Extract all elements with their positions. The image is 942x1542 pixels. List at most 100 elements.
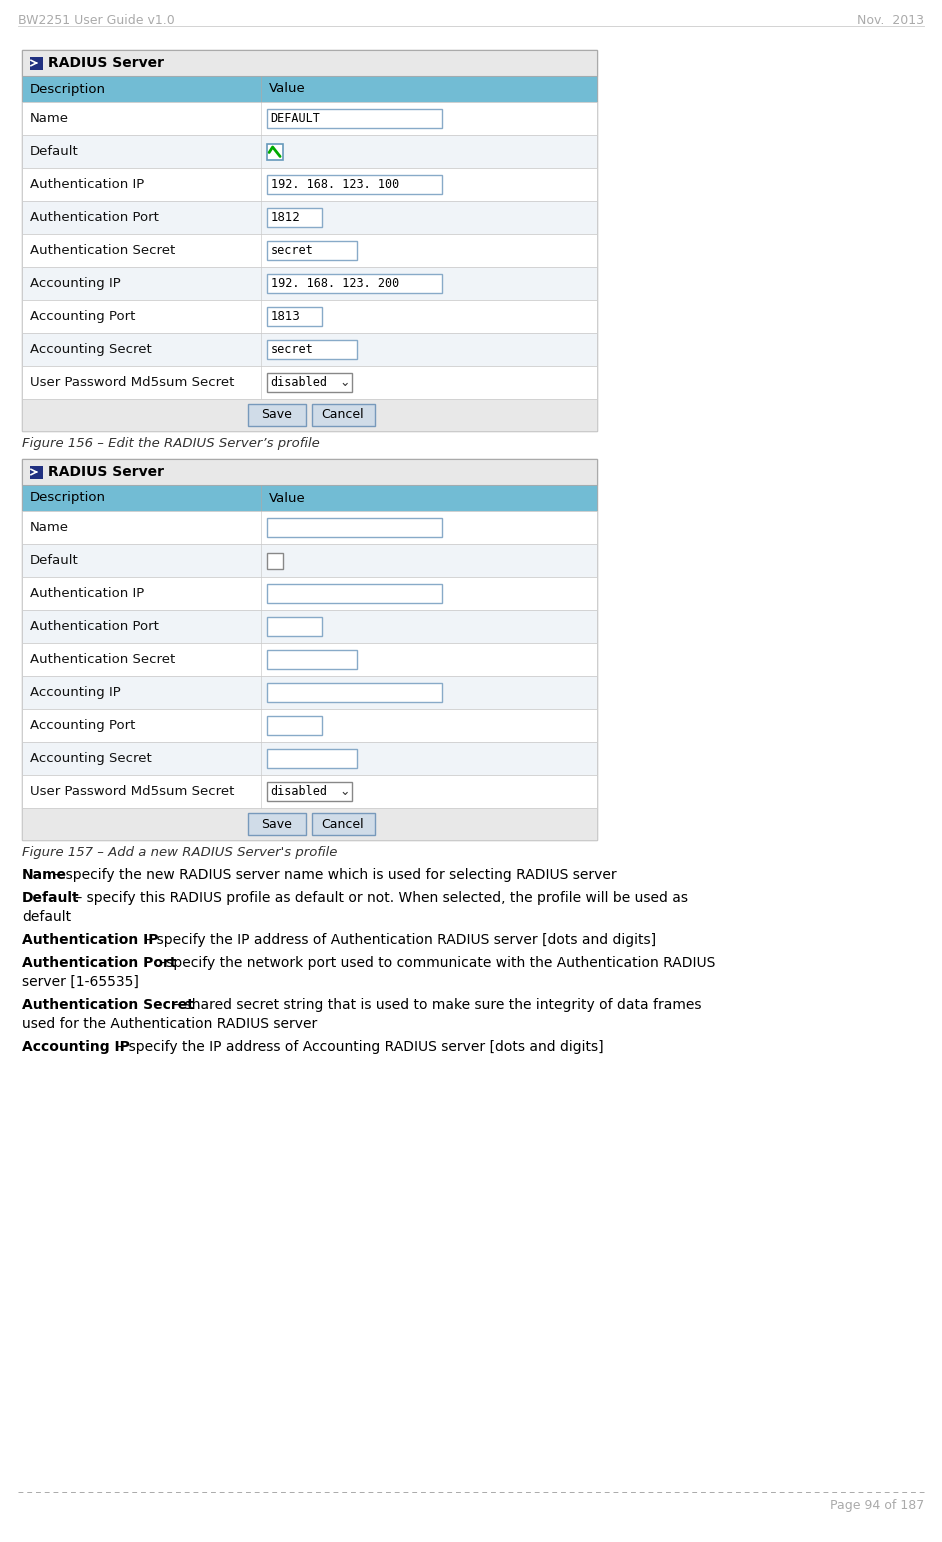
Bar (22, 675, 597, 709)
Text: Authentication IP: Authentication IP (30, 177, 144, 191)
Text: Accounting Secret: Accounting Secret (30, 752, 152, 765)
Text: Nov.  2013: Nov. 2013 (857, 14, 924, 28)
Text: User Password Md5sum Secret: User Password Md5sum Secret (30, 785, 235, 799)
Text: – shared secret string that is used to make sure the integrity of data frames: – shared secret string that is used to m… (169, 998, 702, 1012)
Bar (22, 486, 597, 510)
Text: Save: Save (261, 817, 292, 831)
Text: User Password Md5sum Secret: User Password Md5sum Secret (30, 376, 235, 389)
Text: Accounting IP: Accounting IP (22, 1039, 130, 1055)
Text: used for the Authentication RADIUS server: used for the Authentication RADIUS serve… (22, 1018, 317, 1032)
Bar (30, 57, 43, 69)
Text: disabled: disabled (270, 785, 328, 799)
Bar (267, 683, 442, 702)
Text: default: default (22, 910, 72, 924)
Bar (267, 143, 283, 159)
Text: Figure 156 – Edit the RADIUS Server’s profile: Figure 156 – Edit the RADIUS Server’s pr… (22, 436, 319, 450)
Bar (267, 307, 321, 325)
Text: Accounting IP: Accounting IP (30, 278, 121, 290)
Text: Authentication IP: Authentication IP (22, 933, 158, 947)
Text: – specify the IP address of Accounting RADIUS server [dots and digits]: – specify the IP address of Accounting R… (113, 1039, 604, 1055)
Text: 1812: 1812 (270, 211, 300, 224)
Text: Accounting Port: Accounting Port (30, 719, 136, 732)
Text: Accounting IP: Accounting IP (30, 686, 121, 699)
Text: – specify this RADIUS profile as default or not. When selected, the profile will: – specify this RADIUS profile as default… (71, 891, 688, 905)
Text: Name: Name (22, 868, 67, 882)
Text: Name: Name (30, 113, 69, 125)
Text: server [1-65535]: server [1-65535] (22, 975, 138, 988)
Text: Authentication Port: Authentication Port (30, 211, 159, 224)
Text: Cancel: Cancel (321, 817, 365, 831)
Text: 192. 168. 123. 200: 192. 168. 123. 200 (270, 278, 398, 290)
Text: Accounting Port: Accounting Port (30, 310, 136, 322)
Text: disabled: disabled (270, 376, 328, 389)
Bar (22, 611, 597, 643)
Text: Page 94 of 187: Page 94 of 187 (830, 1499, 924, 1513)
Bar (267, 715, 321, 736)
Bar (22, 643, 597, 675)
Text: Cancel: Cancel (321, 409, 365, 421)
Bar (267, 241, 357, 261)
Text: Name: Name (30, 521, 69, 534)
Bar (22, 742, 597, 776)
Bar (22, 577, 597, 611)
Text: Figure 157 – Add a new RADIUS Server's profile: Figure 157 – Add a new RADIUS Server's p… (22, 847, 337, 859)
Text: Description: Description (30, 492, 106, 504)
Bar (22, 808, 597, 840)
Bar (22, 709, 597, 742)
Bar (22, 76, 597, 102)
Text: secret: secret (270, 342, 314, 356)
Text: Accounting Secret: Accounting Secret (30, 342, 152, 356)
Text: BW2251 User Guide v1.0: BW2251 User Guide v1.0 (18, 14, 175, 28)
Text: secret: secret (270, 244, 314, 258)
Bar (22, 49, 597, 76)
Bar (22, 234, 597, 267)
Bar (267, 109, 442, 128)
Bar (30, 466, 43, 480)
Text: Description: Description (30, 83, 106, 96)
Bar (22, 399, 597, 432)
Bar (267, 749, 357, 768)
Bar (267, 339, 357, 359)
Text: Save: Save (261, 409, 292, 421)
Text: Authentication Secret: Authentication Secret (30, 652, 175, 666)
Text: Authentication Secret: Authentication Secret (30, 244, 175, 258)
Bar (248, 813, 305, 836)
Bar (22, 333, 597, 365)
Bar (312, 813, 375, 836)
Bar (22, 168, 597, 200)
Text: Value: Value (268, 492, 305, 504)
Bar (22, 102, 597, 136)
Bar (248, 404, 305, 426)
Bar (22, 460, 597, 840)
Text: 1813: 1813 (270, 310, 300, 322)
Bar (267, 274, 442, 293)
Text: Authentication IP: Authentication IP (30, 588, 144, 600)
Text: Default: Default (30, 145, 79, 157)
Text: –specify the network port used to communicate with the Authentication RADIUS: –specify the network port used to commun… (155, 956, 715, 970)
Text: Authentication Secret: Authentication Secret (22, 998, 194, 1012)
Bar (22, 776, 597, 808)
Bar (22, 301, 597, 333)
Bar (267, 373, 351, 392)
Bar (22, 510, 597, 544)
Text: Default: Default (22, 891, 80, 905)
Text: – specify the IP address of Authentication RADIUS server [dots and digits]: – specify the IP address of Authenticati… (141, 933, 657, 947)
Bar (22, 544, 597, 577)
Text: Authentication Port: Authentication Port (22, 956, 176, 970)
Text: 192. 168. 123. 100: 192. 168. 123. 100 (270, 177, 398, 191)
Bar (312, 404, 375, 426)
Text: RADIUS Server: RADIUS Server (48, 466, 164, 480)
Text: ⌄: ⌄ (340, 785, 350, 799)
Bar (267, 651, 357, 669)
Bar (22, 267, 597, 301)
Bar (267, 552, 283, 569)
Bar (267, 518, 442, 537)
Bar (22, 460, 597, 486)
Bar (267, 174, 442, 194)
Text: Value: Value (268, 83, 305, 96)
Text: DEFAULT: DEFAULT (270, 113, 320, 125)
Bar (22, 365, 597, 399)
Bar (22, 136, 597, 168)
Text: Authentication Port: Authentication Port (30, 620, 159, 634)
Bar (22, 49, 597, 432)
